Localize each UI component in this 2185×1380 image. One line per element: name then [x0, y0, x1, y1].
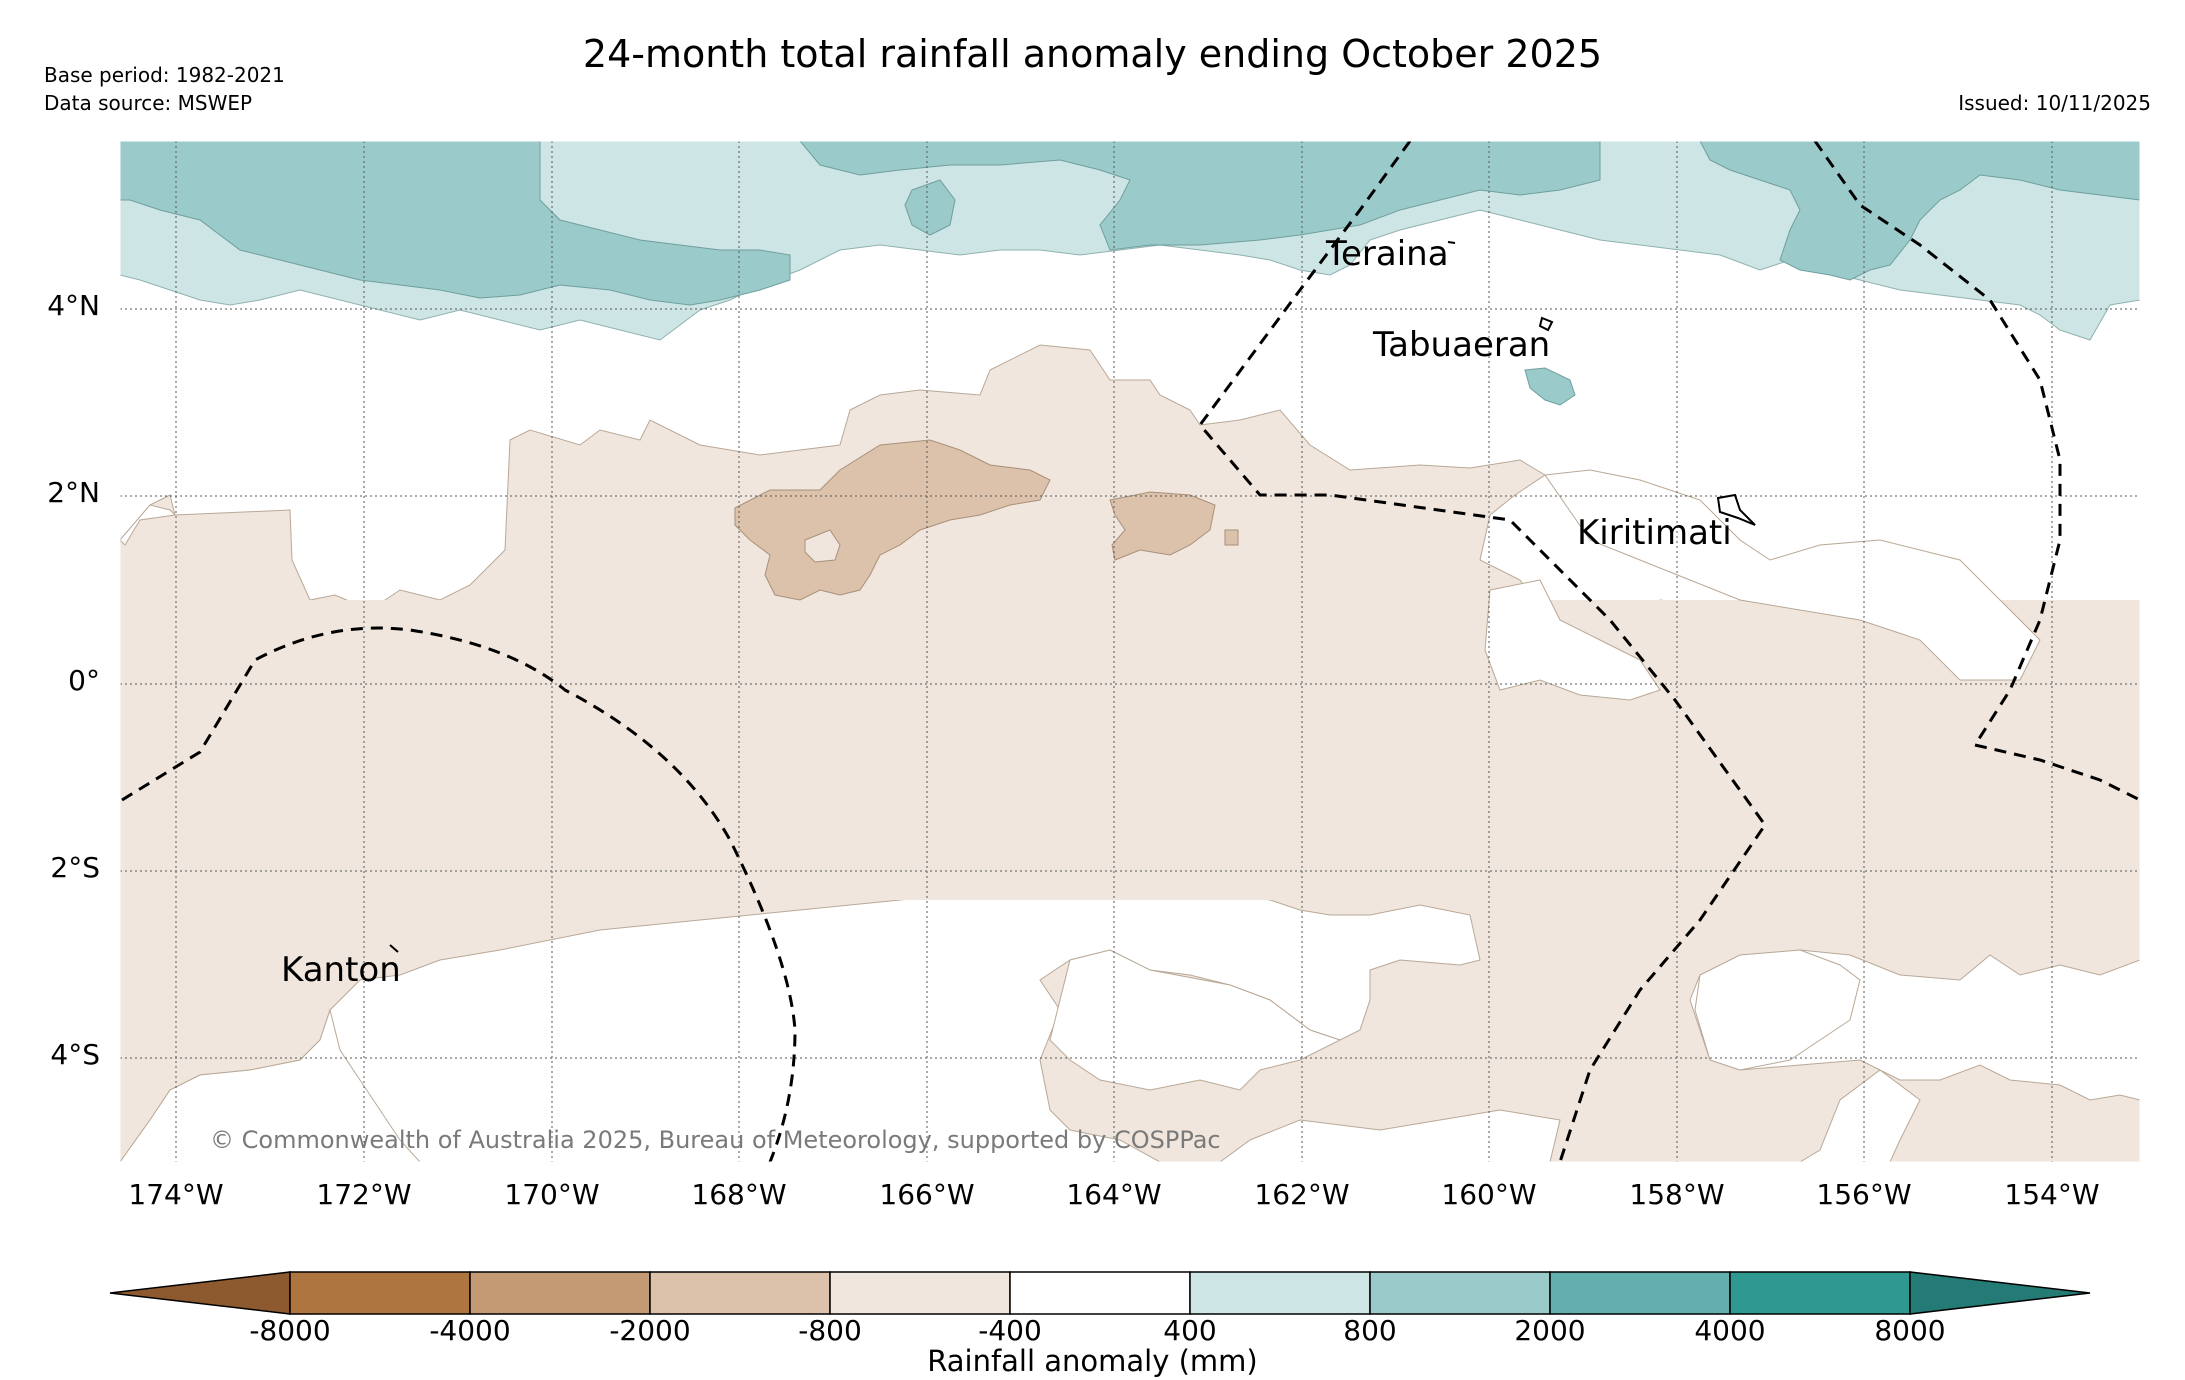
lat-label-4n: 4°N — [47, 289, 100, 322]
colorbar-title: Rainfall anomaly (mm) — [927, 1344, 1258, 1378]
colorbar-tick: -400 — [978, 1314, 1042, 1347]
lon-label-162w: 162°W — [1254, 1178, 1350, 1211]
lon-label-172w: 172°W — [316, 1178, 412, 1211]
island-label-kiritimati: Kiritimati — [1577, 513, 1732, 553]
island-label-tabuaeran: Tabuaeran — [1373, 325, 1551, 365]
colorbar-tick: 2000 — [1514, 1314, 1586, 1347]
eez-boundaries — [121, 141, 2140, 1162]
lat-label-2s: 2°S — [50, 851, 100, 884]
colorbar-bin-5 — [1009, 1271, 1191, 1315]
lat-label-0: 0° — [68, 664, 100, 697]
neutral-patch-se — [1049, 949, 1342, 1091]
base-period: Base period: 1982-2021 — [44, 63, 285, 87]
dry-anomaly-patch-2 — [1109, 491, 1216, 561]
wet-anomaly-patch-west — [120, 141, 791, 306]
colorbar-bin-7 — [1369, 1271, 1551, 1315]
wet-anomaly-patch-small — [904, 179, 956, 236]
colorbar-extend-high — [1909, 1271, 2091, 1315]
wet-anomaly-patch-ne — [1699, 141, 2140, 281]
lon-label-168w: 168°W — [691, 1178, 787, 1211]
lat-label-2n: 2°N — [47, 476, 100, 509]
colorbar-bin-6 — [1189, 1271, 1371, 1315]
lon-label-160w: 160°W — [1441, 1178, 1537, 1211]
data-source: Data source: MSWEP — [44, 91, 253, 115]
colorbar — [109, 1271, 2091, 1315]
colorbar-tick: 800 — [1343, 1314, 1397, 1347]
lon-label-166w: 166°W — [879, 1178, 975, 1211]
map-frame — [119, 140, 2141, 1163]
colorbar-tick: 8000 — [1874, 1314, 1946, 1347]
neutral-patch-far-se — [1694, 949, 1861, 1071]
neutral-patch — [1484, 579, 1661, 701]
colorbar-tick: 4000 — [1694, 1314, 1766, 1347]
lat-label-4s: 4°S — [50, 1038, 100, 1071]
lon-label-154w: 154°W — [2004, 1178, 2100, 1211]
colorbar-bin-8 — [1549, 1271, 1731, 1315]
lon-label-156w: 156°W — [1816, 1178, 1912, 1211]
colorbar-tick: -800 — [798, 1314, 862, 1347]
neutral-hole — [804, 529, 841, 563]
lon-label-174w: 174°W — [128, 1178, 224, 1211]
dry-anomaly-patch-3 — [1224, 529, 1239, 546]
dry-anomaly-region-south — [120, 600, 2140, 900]
issued-date: Issued: 10/11/2025 — [1958, 91, 2151, 115]
island-outlines — [389, 241, 1756, 953]
neutral-patch-sw — [120, 1008, 421, 1162]
colorbar-bin-1 — [289, 1271, 471, 1315]
lon-label-158w: 158°W — [1629, 1178, 1725, 1211]
colorbar-bin-9 — [1729, 1271, 1911, 1315]
neutral-patch-east — [1544, 469, 2041, 681]
island-label-teraina: Teraina — [1326, 234, 1449, 274]
colorbar-tick: 400 — [1163, 1314, 1217, 1347]
map-title: 24-month total rainfall anomaly ending O… — [582, 32, 1603, 76]
wet-anomaly-patch-north — [799, 141, 1601, 251]
neutral-patch-west — [120, 504, 177, 546]
lon-label-170w: 170°W — [504, 1178, 600, 1211]
gridlines — [120, 141, 2140, 1162]
colorbar-extend-low — [109, 1271, 291, 1315]
colorbar-bin-3 — [649, 1271, 831, 1315]
island-label-kanton: Kanton — [281, 950, 401, 990]
copyright-notice: © Commonwealth of Australia 2025, Bureau… — [210, 1126, 1221, 1154]
colorbar-tick: -2000 — [609, 1314, 691, 1347]
colorbar-bin-2 — [469, 1271, 651, 1315]
colorbar-tick: -4000 — [429, 1314, 511, 1347]
wet-anomaly-tabuaeran — [1524, 367, 1576, 406]
lon-label-164w: 164°W — [1066, 1178, 1162, 1211]
colorbar-tick: -8000 — [249, 1314, 331, 1347]
colorbar-bin-4 — [829, 1271, 1011, 1315]
